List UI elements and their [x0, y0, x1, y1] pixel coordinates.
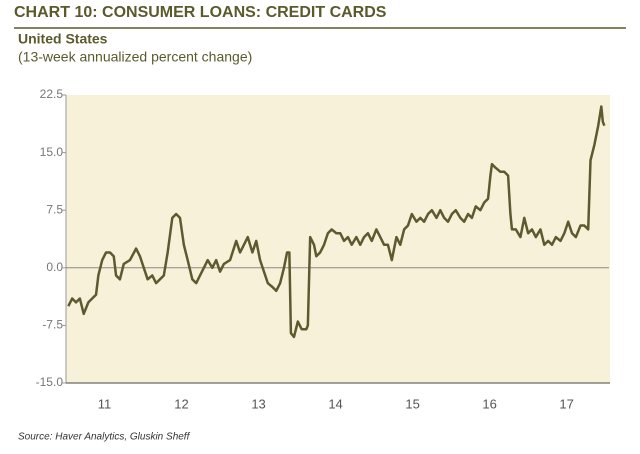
x-tick-label: 12 — [174, 396, 188, 411]
subtitle: United States — [18, 31, 108, 47]
y-tick-label: -15.0 — [36, 375, 64, 389]
y-tick-label: -7.5 — [42, 318, 63, 332]
x-tick-label: 15 — [405, 396, 419, 411]
plot-area — [66, 95, 610, 383]
y-tick-label: 0.0 — [46, 260, 63, 274]
x-tick-label: 11 — [98, 396, 112, 411]
y-tick-label: 15.0 — [40, 145, 64, 159]
x-tick-label: 13 — [251, 396, 265, 411]
source: Source: Haver Analytics, Gluskin Sheff — [18, 432, 191, 443]
data-line — [67, 105, 606, 339]
x-tick-label: 14 — [328, 396, 342, 411]
chart-title: CHART 10: CONSUMER LOANS: CREDIT CARDS — [14, 4, 387, 21]
y-tick-label: 22.5 — [40, 87, 64, 101]
y-tick-label: 7.5 — [46, 202, 63, 216]
x-tick-label: 16 — [482, 396, 496, 411]
x-tick-label: 17 — [559, 396, 573, 411]
y-axis-label: (13-week annualized percent change) — [18, 49, 252, 65]
